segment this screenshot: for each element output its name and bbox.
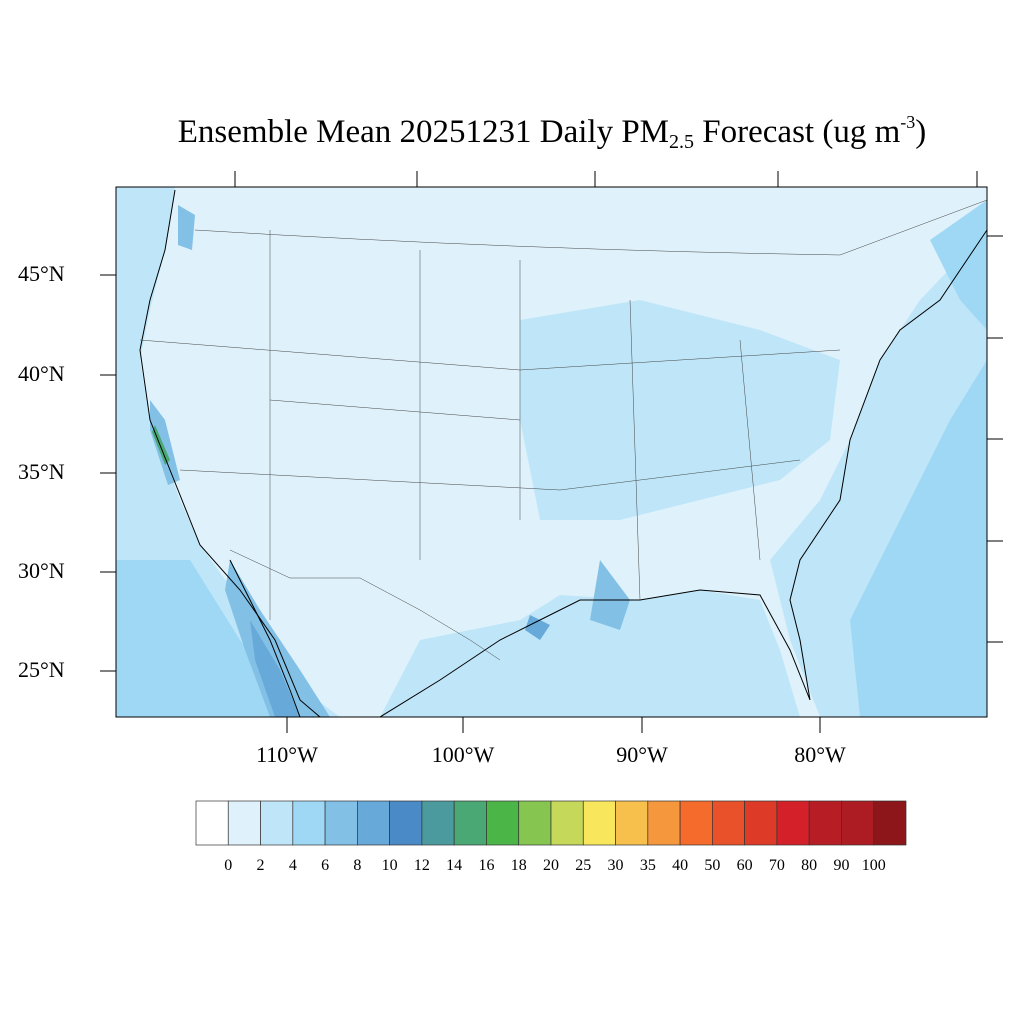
lat-label: 45°N <box>18 261 65 286</box>
colorbar-tick-label: 12 <box>413 857 430 874</box>
colorbar-tick-label: 4 <box>288 857 297 874</box>
lon-label: 110°W <box>256 742 318 767</box>
colorbar-swatch <box>421 800 455 846</box>
colorbar-tick-label: 70 <box>768 857 785 874</box>
colorbar-tick-label: 25 <box>575 857 592 874</box>
colorbar-swatch <box>550 800 584 846</box>
colorbar-swatch <box>776 800 810 846</box>
lon-label: 80°W <box>794 742 846 767</box>
colorbar-swatch <box>389 800 423 846</box>
colorbar <box>195 800 907 846</box>
colorbar-swatch <box>227 800 261 846</box>
colorbar-swatch <box>486 800 520 846</box>
lon-label: 90°W <box>616 742 668 767</box>
colorbar-swatch <box>518 800 552 846</box>
colorbar-tick-label: 10 <box>381 857 398 874</box>
colorbar-tick-label: 20 <box>543 857 559 874</box>
lat-label: 35°N <box>18 459 65 484</box>
colorbar-swatch <box>712 800 745 846</box>
map-frame <box>115 186 988 718</box>
colorbar-tick-label: 60 <box>736 857 753 874</box>
colorbar-tick-label: 16 <box>478 857 495 874</box>
colorbar-swatch <box>647 800 681 846</box>
colorbar-swatch <box>808 800 842 846</box>
colorbar-tick-label: 80 <box>801 857 818 874</box>
colorbar-tick-label: 35 <box>639 857 656 874</box>
colorbar-swatch <box>841 800 875 846</box>
colorbar-tick-label: 14 <box>446 857 463 874</box>
colorbar-tick-label: 50 <box>704 857 721 874</box>
colorbar-swatch <box>582 800 616 846</box>
lat-label: 40°N <box>18 361 65 386</box>
colorbar-swatch <box>324 800 358 846</box>
colorbar-tick-label: 2 <box>256 857 265 874</box>
colorbar-tick-label: 6 <box>321 857 330 874</box>
colorbar-tick-label: 40 <box>672 857 689 874</box>
colorbar-swatch <box>615 800 649 846</box>
tick-marks <box>100 171 1003 733</box>
figure-title: Ensemble Mean 20251231 Daily PM2.5 Forec… <box>177 112 927 153</box>
colorbar-tick-label: 18 <box>510 857 527 874</box>
colorbar-swatch <box>260 800 294 846</box>
colorbar-tick-label: 100 <box>861 857 886 874</box>
colorbar-tick-label: 30 <box>607 857 624 874</box>
colorbar-swatch <box>744 800 778 846</box>
colorbar-swatch <box>679 800 713 846</box>
colorbar-swatch <box>873 800 907 846</box>
lat-label: 25°N <box>18 657 65 682</box>
colorbar-tick-label: 0 <box>224 857 233 874</box>
map-field <box>116 187 987 717</box>
colorbar-swatch <box>453 800 487 846</box>
lat-label: 30°N <box>18 558 65 583</box>
colorbar-swatch <box>195 800 229 846</box>
colorbar-tick-label: 90 <box>833 857 850 874</box>
lon-label: 100°W <box>431 742 495 767</box>
colorbar-swatch <box>357 800 390 846</box>
colorbar-tick-label: 8 <box>353 857 362 874</box>
colorbar-swatch <box>292 800 326 846</box>
